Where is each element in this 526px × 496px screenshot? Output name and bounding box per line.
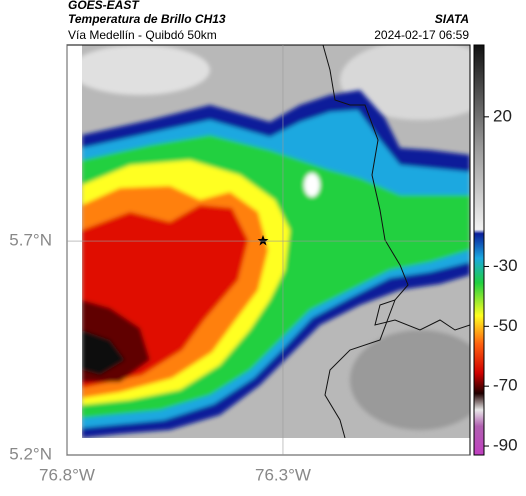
cloud [82, 45, 210, 95]
satellite-image [82, 45, 470, 438]
y-tick-label: 5.2°N [9, 444, 52, 463]
colorbar-tick-label: -50 [493, 316, 518, 335]
x-tick-label: 76.8°W [39, 465, 95, 484]
colorbar-tick-label: -70 [493, 376, 518, 395]
colorbar-tick-label: 20 [493, 106, 512, 125]
cloud [350, 330, 470, 430]
boundary [322, 45, 470, 438]
colorbar [473, 44, 485, 456]
marker [257, 235, 269, 246]
y-tick-label: 5.7°N [9, 230, 52, 249]
route: Vía Medellín - Quibdó 50km [68, 28, 217, 42]
colorbar-tick-label: -90 [493, 436, 518, 455]
source: SIATA [435, 12, 469, 26]
title: GOES-EAST [68, 0, 140, 12]
subtitle: Temperatura de Brillo CH13 [68, 12, 226, 26]
timestamp: 2024-02-17 06:59 [374, 28, 469, 42]
colorbar-tick-label: -30 [493, 256, 518, 275]
cloud [340, 45, 470, 120]
x-tick-label: 76.3°W [255, 465, 311, 484]
storm [82, 90, 470, 438]
